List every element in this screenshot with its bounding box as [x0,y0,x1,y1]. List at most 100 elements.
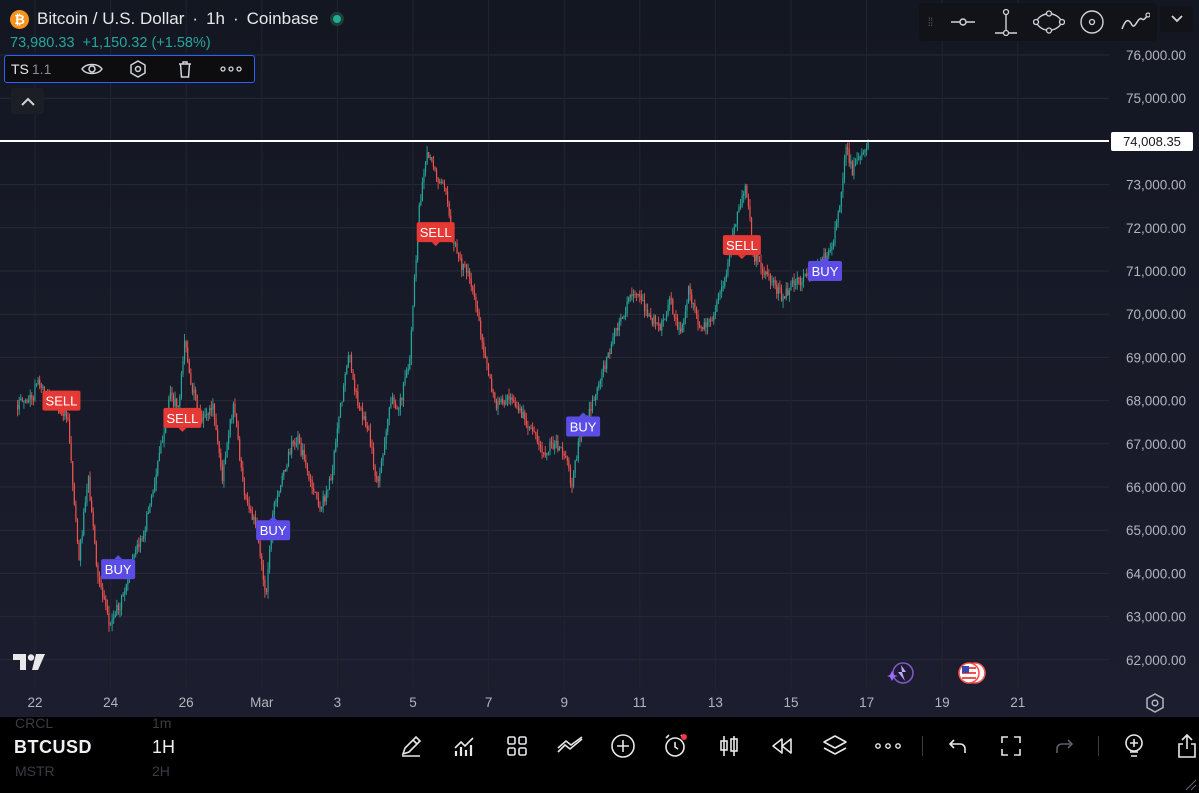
candle-body [39,379,41,385]
redo-icon[interactable] [1037,729,1090,763]
candle-body [450,215,452,229]
buy-signal[interactable]: BUY [808,257,843,281]
signal-tag [722,235,761,256]
fullscreen-icon[interactable] [984,729,1037,763]
sell-signal[interactable]: SELL [163,407,202,432]
candle-body [483,342,485,353]
vertical-line-icon[interactable] [984,3,1027,41]
bottom-toolbar: CRCL 1m BTCUSD 1H MSTR 2H [0,715,1199,793]
signal-tag [256,520,291,541]
candle-body [626,301,628,313]
tradingview-logo[interactable] [12,653,46,676]
candle-body [212,403,214,410]
signal-pointer [57,410,66,415]
candle-body [62,414,64,416]
candle-body [555,440,557,444]
ghost-interval-2: 2H [152,763,170,779]
candle-body [355,390,357,392]
more-icon[interactable] [861,729,914,763]
candle-body [232,403,234,420]
candle-body [642,299,644,301]
candle-body [446,191,449,203]
time-axis[interactable]: 22 24 26 Mar 3 5 7 9 11 13 15 17 19 21 [27,695,1025,710]
price-marker-label[interactable]: 74,008.35 [1111,132,1193,151]
candle-body [467,270,469,273]
title-sep-1: · [192,9,199,28]
candle-body [749,205,751,218]
templates-icon[interactable] [490,729,543,763]
candle-body [26,399,28,403]
buy-signal[interactable]: BUY [101,555,136,580]
candle-body [801,281,803,286]
interval-selector[interactable]: 1H [152,737,176,757]
candle-body [469,270,471,279]
sell-signal[interactable]: SELL [42,390,81,415]
candle-body [150,495,153,505]
candles-icon[interactable] [702,729,755,763]
candle-body [267,568,269,592]
candle-body [602,365,605,372]
candle-body [174,398,176,407]
candle-body [17,404,19,410]
candle-body [771,281,773,283]
candle-body [157,461,159,475]
drag-handle-icon[interactable]: ⁞⁞ [927,15,934,29]
candle-body [861,153,863,157]
trash-icon[interactable] [161,57,207,81]
candle-body [595,394,597,401]
candle-body [569,468,572,484]
candle-body [639,294,641,297]
indicators-icon[interactable] [437,729,490,763]
eye-icon[interactable] [69,57,115,81]
buy-signal[interactable]: BUY [566,412,601,437]
pen-icon[interactable] [384,729,437,763]
drawing-toolbar[interactable]: ⁞⁞ [919,3,1157,41]
indicator-label[interactable]: TS 1.1 [5,61,69,77]
more-icon[interactable] [208,57,254,81]
candle-body [678,328,680,330]
axis-settings-icon[interactable] [1145,693,1165,718]
candle-body [782,296,784,302]
candle-body [124,590,126,594]
candle-body [294,442,296,445]
price-change: +1,150.32 (+1.58%) [82,35,211,51]
share-icon[interactable] [1160,729,1199,763]
candle-body [246,499,249,503]
candle-body [746,185,748,198]
add-icon[interactable] [596,729,649,763]
circle-icon[interactable] [1070,3,1113,41]
x-tick-label: 17 [859,695,874,710]
ideas-icon[interactable] [1107,729,1160,763]
symbol-selector[interactable]: BTCUSD [14,737,92,757]
compare-icon[interactable] [543,729,596,763]
us-flag-icon[interactable] [958,662,986,684]
sell-signal[interactable]: SELL [722,235,761,260]
brush-icon[interactable] [1113,3,1156,41]
layers-icon[interactable] [808,729,861,763]
candle-body [722,286,724,288]
indicator-legend[interactable]: TS 1.1 [4,55,255,83]
candle-body [87,476,90,489]
drawing-toolbar-dropdown[interactable] [1160,6,1193,32]
candle-body [579,435,581,442]
candle-body [333,451,335,470]
alert-icon[interactable] [649,729,702,763]
horizontal-ray-icon[interactable] [941,3,984,41]
candle-body [311,479,313,489]
undo-icon[interactable] [931,729,984,763]
candle-body [417,235,419,260]
symbol-header[interactable]: ₿ Bitcoin / U.S. Dollar · 1h · Coinbase [10,6,345,32]
candle-body [317,498,320,507]
buy-signal[interactable]: BUY [256,516,291,541]
candle-body [495,399,498,409]
replay-icon[interactable] [755,729,808,763]
collapse-legend-button[interactable] [11,88,44,114]
settings-hex-icon[interactable] [115,57,161,81]
sell-signal[interactable]: SELL [416,222,455,247]
shapes-icon[interactable] [1027,3,1070,41]
candle-body [339,402,342,418]
economic-events[interactable] [885,660,995,691]
x-tick-label: 21 [1010,695,1025,710]
earnings-event-icon[interactable] [887,662,914,684]
